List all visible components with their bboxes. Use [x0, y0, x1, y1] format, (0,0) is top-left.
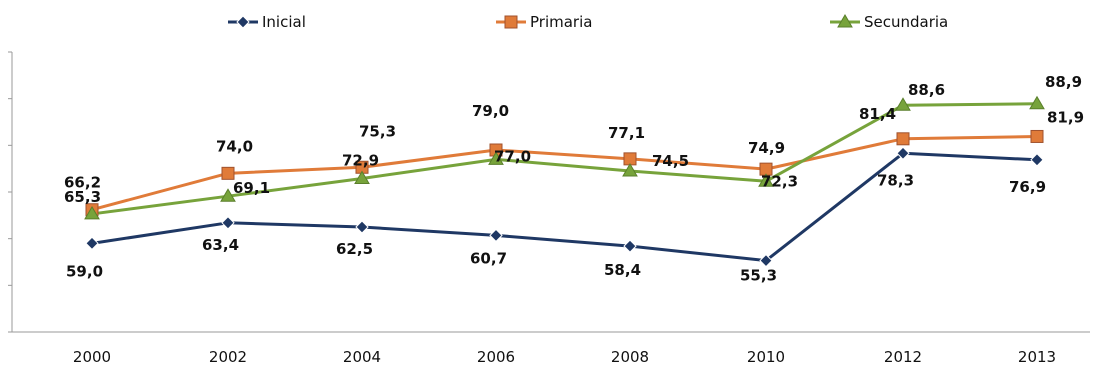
- data-label-primaria-2002: 74,0: [216, 137, 253, 155]
- data-label-inicial-2010: 55,3: [740, 267, 777, 285]
- series-lines: [90, 102, 1039, 263]
- data-label-secundaria-2013: 88,9: [1045, 73, 1082, 91]
- point-inicial-2006: [489, 228, 503, 243]
- data-label-inicial-2006: 60,7: [470, 249, 507, 267]
- series-markers: [84, 95, 1045, 268]
- x-tick-label-2012: 2012: [884, 348, 922, 366]
- data-label-secundaria-2006: 77,0: [494, 147, 531, 165]
- data-label-inicial-2008: 58,4: [604, 261, 641, 279]
- data-label-secundaria-2004: 72,9: [342, 151, 379, 169]
- point-primaria-2002: [221, 166, 235, 180]
- x-tick-label-2010: 2010: [747, 348, 785, 366]
- data-label-primaria-2004: 75,3: [359, 122, 396, 140]
- point-primaria-2012: [896, 132, 910, 146]
- x-tick-labels: 2000 2002 2004 2006 2008 2010 2012 2013: [73, 348, 1056, 366]
- point-inicial-2000: [85, 236, 99, 251]
- data-label-primaria-2008: 77,1: [608, 124, 645, 142]
- y-ticks: [8, 51, 12, 333]
- point-inicial-2004: [355, 220, 369, 234]
- point-secundaria-2002: [220, 188, 236, 202]
- data-label-inicial-2002: 63,4: [202, 236, 239, 254]
- point-inicial-2013: [1030, 153, 1044, 167]
- series-line-inicial: [90, 151, 1039, 263]
- point-secundaria-2000: [84, 205, 100, 220]
- point-inicial-2010: [759, 253, 773, 268]
- x-tick-label-2002: 2002: [209, 348, 247, 366]
- point-inicial-2002: [221, 216, 235, 230]
- data-label-secundaria-2002: 69,1: [233, 179, 270, 197]
- data-label-secundaria-2012: 88,6: [908, 81, 945, 99]
- legend: Inicial Primaria Secundaria: [228, 13, 948, 31]
- legend-marker-primaria: [504, 15, 518, 29]
- point-inicial-2008: [623, 239, 637, 253]
- legend-marker-inicial: [236, 15, 250, 29]
- point-primaria-2013: [1030, 129, 1044, 143]
- data-label-secundaria-2008: 74,5: [652, 152, 689, 170]
- legend-label-inicial: Inicial: [262, 13, 306, 31]
- data-label-inicial-2013: 76,9: [1009, 178, 1046, 196]
- x-tick-label-2006: 2006: [477, 348, 515, 366]
- point-secundaria-2012: [895, 97, 911, 111]
- data-label-primaria-2010: 74,9: [748, 139, 785, 157]
- data-label-inicial-2000: 59,0: [66, 262, 103, 280]
- x-tick-label-2008: 2008: [611, 348, 649, 366]
- data-label-primaria-2013: 81,9: [1047, 108, 1084, 126]
- data-label-secundaria-2000: 65,3: [64, 188, 101, 206]
- data-label-inicial-2012: 78,3: [877, 171, 914, 189]
- data-labels: 59,0 63,4 62,5 60,7 58,4 55,3 78,3 76,9 66,2 74,0…: [64, 73, 1084, 285]
- x-tick-label-2013: 2013: [1018, 348, 1056, 366]
- legend-label-secundaria: Secundaria: [864, 13, 948, 31]
- point-secundaria-2006: [488, 151, 504, 165]
- legend-label-primaria: Primaria: [530, 13, 592, 31]
- data-label-primaria-2000: 66,2: [64, 174, 101, 192]
- data-label-primaria-2006: 79,0: [472, 102, 509, 120]
- x-tick-label-2000: 2000: [73, 348, 111, 366]
- series-line-secundaria: [90, 102, 1039, 216]
- point-secundaria-2013: [1029, 95, 1045, 110]
- point-secundaria-2008: [622, 163, 638, 177]
- data-label-secundaria-2010: 72,3: [761, 172, 798, 190]
- point-secundaria-2010: [758, 173, 774, 187]
- point-secundaria-2004: [354, 170, 370, 184]
- data-label-primaria-2012: 81,4: [859, 105, 896, 123]
- data-label-inicial-2004: 62,5: [336, 240, 373, 258]
- point-inicial-2012: [896, 146, 910, 160]
- x-tick-label-2004: 2004: [343, 348, 381, 366]
- series-line-primaria: [90, 134, 1039, 212]
- legend-marker-secundaria: [837, 14, 853, 28]
